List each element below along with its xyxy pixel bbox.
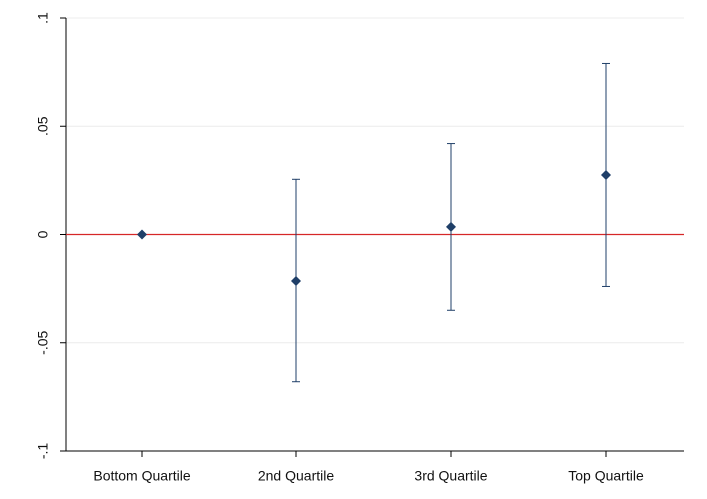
y-tick-label-2: 0 bbox=[35, 230, 51, 238]
x-tick-label-1: 2nd Quartile bbox=[258, 468, 334, 484]
data-point-3 bbox=[601, 169, 611, 180]
data-point-1 bbox=[291, 276, 301, 287]
tick-label-layer: -.1 -.05 0 .05 .1 Bottom Quartile 2nd Quartile… bbox=[35, 12, 644, 484]
data-point-0 bbox=[137, 229, 147, 240]
x-tick-label-3: Top Quartile bbox=[568, 468, 644, 484]
point-layer bbox=[137, 169, 611, 287]
y-tick-label-4: .1 bbox=[35, 12, 51, 24]
axes-layer bbox=[60, 17, 684, 457]
x-tick-label-0: Bottom Quartile bbox=[93, 468, 190, 484]
y-tick-label-1: -.05 bbox=[35, 330, 51, 354]
data-point-2 bbox=[446, 221, 456, 232]
x-tick-label-2: 3rd Quartile bbox=[414, 468, 487, 484]
y-tick-label-3: .05 bbox=[35, 116, 51, 136]
y-tick-label-0: -.1 bbox=[35, 443, 51, 460]
